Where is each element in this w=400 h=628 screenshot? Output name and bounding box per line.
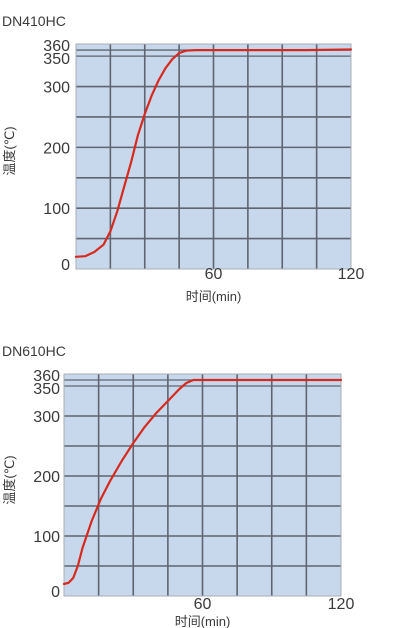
y-tick-label: 100: [43, 201, 70, 218]
x-tick-label: 60: [194, 596, 212, 613]
x-axis-label: 时间(min): [175, 614, 231, 628]
temperature-line: [74, 48, 353, 258]
temperature-line: [62, 378, 343, 586]
y-axis-label: 温度(℃): [2, 126, 17, 175]
y-tick-label: 350: [33, 381, 60, 398]
plot-frame: [75, 43, 352, 270]
chart-title: DN610HC: [2, 343, 66, 359]
x-tick-label: 120: [328, 596, 355, 613]
y-tick-label: 0: [61, 257, 70, 274]
x-tick-label: 60: [205, 266, 223, 283]
y-tick-label: 350: [43, 51, 70, 68]
y-tick-label: 360: [33, 368, 60, 385]
y-tick-label: 0: [51, 584, 60, 601]
y-tick-label: 100: [33, 529, 60, 546]
chart-title: DN410HC: [2, 13, 66, 29]
x-tick-label: 120: [338, 266, 365, 283]
y-tick-label: 300: [43, 80, 70, 97]
y-tick-label: 360: [43, 38, 70, 55]
y-axis-label: 温度(℃): [2, 455, 17, 504]
y-tick-label: 300: [33, 409, 60, 426]
y-tick-label: 200: [43, 140, 70, 157]
x-axis-label: 时间(min): [186, 289, 242, 304]
plot-frame: [63, 373, 342, 597]
y-tick-label: 200: [33, 469, 60, 486]
